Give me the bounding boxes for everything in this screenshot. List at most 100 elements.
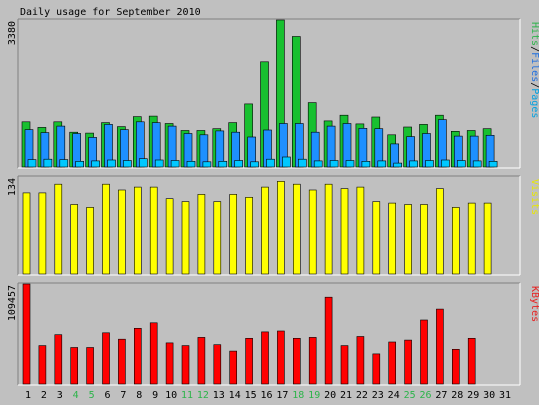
- visits-bar: [277, 181, 285, 275]
- x-tick-label: 17: [276, 390, 288, 401]
- pages-bar: [234, 160, 243, 168]
- pages-bar: [43, 158, 53, 168]
- visits-bar: [451, 207, 460, 275]
- pages-bar: [266, 158, 275, 168]
- axis-label-part: Files: [529, 52, 539, 82]
- visits-bar: [356, 186, 365, 275]
- visits-max-tick-label: 134: [7, 178, 18, 196]
- kbytes-bar: [292, 337, 301, 385]
- x-tick-label: 9: [152, 390, 158, 401]
- pages-bar: [488, 161, 498, 168]
- x-tick-label: 1: [25, 390, 31, 401]
- x-tick-label: 22: [356, 390, 368, 401]
- kbytes-bar: [324, 296, 333, 385]
- x-tick-label: 19: [308, 390, 320, 401]
- x-tick-label: 20: [324, 390, 336, 401]
- pages-bar: [154, 159, 164, 168]
- kbytes-bar: [38, 345, 47, 385]
- visits-bar: [70, 204, 78, 275]
- visits-bar: [372, 201, 381, 275]
- pages-bar: [170, 160, 180, 168]
- pages-bar: [377, 160, 387, 168]
- pages-bar: [186, 161, 196, 168]
- kbytes-bar: [118, 338, 126, 385]
- visits-bar: [229, 194, 237, 275]
- visits-bar: [245, 197, 253, 275]
- visits-bar: [213, 201, 222, 275]
- axis-label-part: Pages: [529, 88, 539, 118]
- kbytes-bar: [245, 337, 253, 385]
- x-tick-label: 12: [197, 390, 209, 401]
- chart-panel-1: 3380 Hits/Files/Pages: [7, 18, 539, 169]
- pages-bar: [329, 160, 339, 168]
- pages-bar: [27, 159, 37, 168]
- kbytes-bar: [54, 334, 63, 385]
- kbytes-bar: [149, 322, 158, 385]
- visits-bar: [324, 183, 333, 275]
- chart-panel-2: 134 Visits: [7, 175, 539, 276]
- kbytes-bar: [181, 345, 190, 385]
- visits-bar: [467, 202, 476, 275]
- x-tick-label: 2: [41, 390, 47, 401]
- x-tick-label: 21: [340, 390, 352, 401]
- axis-label-part: /: [529, 46, 539, 52]
- pages-bar: [123, 160, 132, 168]
- visits-bar: [420, 204, 428, 275]
- x-tick-label: 25: [404, 390, 416, 401]
- x-tick-label: 23: [372, 390, 384, 401]
- kbytes-bar: [308, 337, 317, 385]
- pages-bar: [409, 160, 418, 168]
- visits-axis-label: Visits: [529, 179, 539, 215]
- visits-bar: [86, 207, 94, 275]
- kbytes-bar: [86, 347, 94, 385]
- x-tick-label: 16: [260, 390, 272, 401]
- visits-bar: [134, 186, 142, 275]
- pages-bar: [202, 161, 212, 168]
- pages-bar: [297, 158, 307, 168]
- visits-bar: [436, 188, 444, 275]
- kbytes-bar: [388, 341, 397, 385]
- x-tick-label: 24: [388, 390, 400, 401]
- hits-max-tick-label: 3380: [7, 21, 18, 45]
- x-tick-label: 11: [181, 390, 193, 401]
- pages-bar: [472, 160, 482, 168]
- visits-bar: [118, 189, 126, 275]
- visits-bar: [340, 188, 349, 275]
- pages-bar: [59, 159, 69, 168]
- chart-title: Daily usage for September 2010: [20, 7, 201, 18]
- x-tick-label: 14: [229, 390, 241, 401]
- visits-bar: [308, 189, 317, 275]
- kbytes-max-tick-label: 109457: [7, 285, 18, 321]
- visits-bar: [404, 204, 412, 275]
- pages-files-hits-axis-label: Hits/Files/Pages: [529, 22, 539, 118]
- kbytes-bar: [372, 353, 381, 385]
- x-tick-label: 10: [165, 390, 177, 401]
- kbytes-bar: [22, 283, 31, 385]
- kbytes-axis-label: KBytes: [529, 286, 539, 322]
- pages-bar: [75, 161, 84, 168]
- chart-panel-3: 109457 KBytes: [7, 282, 539, 386]
- x-tick-label: 18: [292, 390, 304, 401]
- pages-bar: [218, 161, 228, 168]
- pages-bar: [282, 156, 291, 168]
- kbytes-bar: [261, 331, 269, 385]
- x-tick-label: 26: [419, 390, 431, 401]
- visits-bar: [165, 198, 174, 275]
- pages-bar: [107, 159, 116, 168]
- kbytes-bar: [404, 339, 412, 385]
- pages-bar: [313, 160, 323, 168]
- x-tick-label: 30: [483, 390, 495, 401]
- visits-bar: [22, 192, 31, 275]
- x-tick-label: 15: [245, 390, 257, 401]
- visits-bar: [483, 202, 492, 275]
- kbytes-bar: [70, 347, 78, 385]
- axis-label-part: /: [529, 82, 539, 88]
- pages-bar: [425, 160, 434, 168]
- kbytes-bar: [451, 348, 460, 385]
- kbytes-bar: [420, 319, 428, 385]
- visits-bar: [292, 183, 301, 275]
- kbytes-bar: [165, 342, 174, 385]
- x-tick-label: 29: [467, 390, 479, 401]
